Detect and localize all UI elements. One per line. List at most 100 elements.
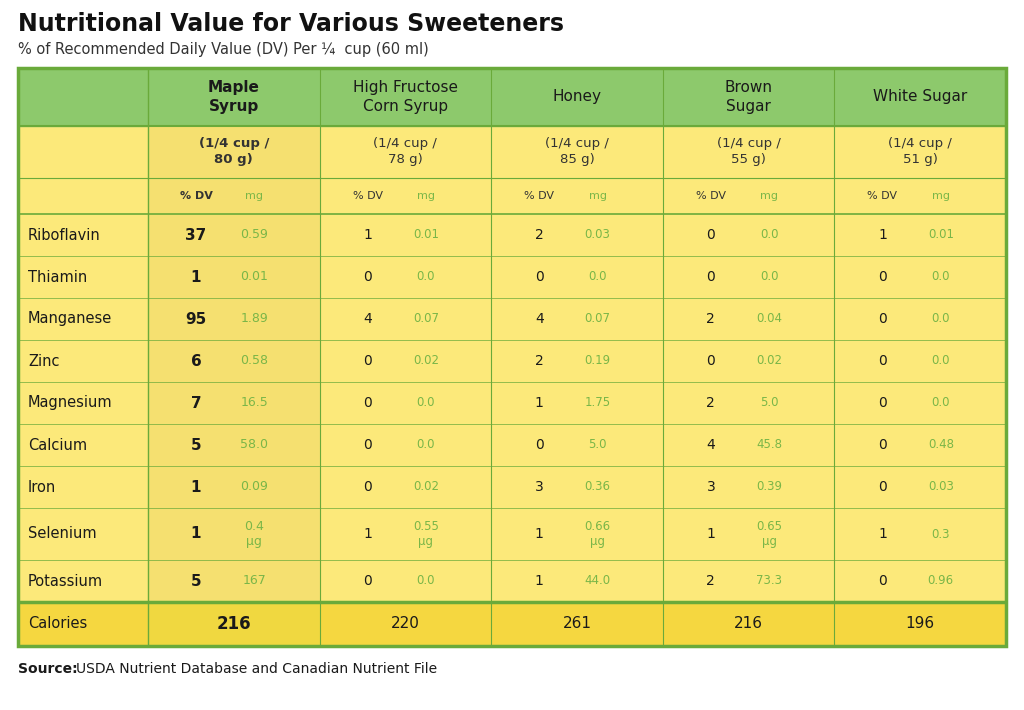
Text: 1: 1 xyxy=(535,527,544,541)
Text: 0.0: 0.0 xyxy=(932,312,950,325)
Bar xyxy=(18,68,1006,646)
Text: 0: 0 xyxy=(364,396,372,410)
Text: 0: 0 xyxy=(878,574,887,588)
Text: 1: 1 xyxy=(535,396,544,410)
Text: 0: 0 xyxy=(364,480,372,494)
Text: 0.01: 0.01 xyxy=(413,229,439,241)
Text: 0.01: 0.01 xyxy=(241,271,268,283)
Text: 2: 2 xyxy=(707,574,715,588)
Text: 2: 2 xyxy=(707,396,715,410)
Text: 2: 2 xyxy=(535,228,544,242)
Text: 0: 0 xyxy=(878,396,887,410)
Text: 0: 0 xyxy=(878,270,887,284)
Text: Thiamin: Thiamin xyxy=(28,270,87,285)
Text: (1/4 cup /
55 g): (1/4 cup / 55 g) xyxy=(717,138,780,167)
Text: Maple
Syrup: Maple Syrup xyxy=(208,80,260,114)
Text: 3: 3 xyxy=(535,480,544,494)
Text: 0.0: 0.0 xyxy=(932,271,950,283)
Text: 0: 0 xyxy=(364,354,372,368)
Text: mg: mg xyxy=(589,191,606,201)
Text: 0.0: 0.0 xyxy=(417,439,435,452)
Text: 0.66
μg: 0.66 μg xyxy=(585,520,610,547)
Text: 0: 0 xyxy=(364,574,372,588)
Text: 0: 0 xyxy=(364,438,372,452)
Text: 0.19: 0.19 xyxy=(585,354,610,368)
Text: 0.0: 0.0 xyxy=(417,396,435,410)
Text: 5: 5 xyxy=(190,574,202,589)
Text: 6: 6 xyxy=(190,354,202,368)
Text: 16.5: 16.5 xyxy=(241,396,268,410)
Text: 2: 2 xyxy=(707,312,715,326)
Text: 0.58: 0.58 xyxy=(241,354,268,368)
Text: Riboflavin: Riboflavin xyxy=(28,227,100,243)
Text: 0.02: 0.02 xyxy=(413,354,439,368)
Text: 1: 1 xyxy=(535,574,544,588)
Text: 5: 5 xyxy=(190,437,202,452)
Text: Iron: Iron xyxy=(28,479,56,494)
Text: Selenium: Selenium xyxy=(28,527,96,542)
Text: 4: 4 xyxy=(364,312,372,326)
Text: 5.0: 5.0 xyxy=(589,439,607,452)
Text: % DV: % DV xyxy=(867,191,897,201)
Text: 0.0: 0.0 xyxy=(932,396,950,410)
Text: 0: 0 xyxy=(707,354,715,368)
Text: 0: 0 xyxy=(878,312,887,326)
Text: 0.03: 0.03 xyxy=(928,481,953,493)
Text: 73.3: 73.3 xyxy=(756,574,782,587)
Text: Zinc: Zinc xyxy=(28,354,59,368)
Text: 0.3: 0.3 xyxy=(932,528,950,540)
Text: 261: 261 xyxy=(562,616,592,631)
Text: 0: 0 xyxy=(535,270,544,284)
Text: 0.0: 0.0 xyxy=(760,229,778,241)
Text: 1: 1 xyxy=(878,527,887,541)
Text: 0: 0 xyxy=(878,480,887,494)
Text: 4: 4 xyxy=(535,312,544,326)
Text: Honey: Honey xyxy=(553,89,601,104)
Text: 0.0: 0.0 xyxy=(417,271,435,283)
Text: 0.0: 0.0 xyxy=(589,271,607,283)
Text: High Fructose
Corn Syrup: High Fructose Corn Syrup xyxy=(353,80,458,114)
Text: 0: 0 xyxy=(535,438,544,452)
Text: 196: 196 xyxy=(905,616,935,631)
Text: mg: mg xyxy=(417,191,435,201)
Text: 58.0: 58.0 xyxy=(241,439,268,452)
Text: Nutritional Value for Various Sweeteners: Nutritional Value for Various Sweeteners xyxy=(18,12,564,36)
Text: Calcium: Calcium xyxy=(28,437,87,452)
Text: 0.09: 0.09 xyxy=(241,481,268,493)
Text: (1/4 cup /
51 g): (1/4 cup / 51 g) xyxy=(888,138,952,167)
Text: Calories: Calories xyxy=(28,616,87,631)
Text: 5.0: 5.0 xyxy=(760,396,778,410)
Text: % DV: % DV xyxy=(352,191,383,201)
Text: mg: mg xyxy=(246,191,263,201)
Text: 0.07: 0.07 xyxy=(585,312,610,325)
Text: Potassium: Potassium xyxy=(28,574,103,589)
Bar xyxy=(18,68,1006,126)
Text: Brown
Sugar: Brown Sugar xyxy=(725,80,772,114)
Text: % DV: % DV xyxy=(179,191,213,201)
Text: 1.89: 1.89 xyxy=(241,312,268,325)
Text: 0.0: 0.0 xyxy=(760,271,778,283)
Text: 3: 3 xyxy=(707,480,715,494)
Text: Source:: Source: xyxy=(18,662,78,676)
Text: 1: 1 xyxy=(364,527,372,541)
Text: mg: mg xyxy=(932,191,950,201)
Text: Magnesium: Magnesium xyxy=(28,395,113,410)
Text: 0.39: 0.39 xyxy=(756,481,782,493)
Text: 216: 216 xyxy=(734,616,763,631)
Text: 0.48: 0.48 xyxy=(928,439,953,452)
Text: 95: 95 xyxy=(185,312,207,327)
Text: USDA Nutrient Database and Canadian Nutrient File: USDA Nutrient Database and Canadian Nutr… xyxy=(76,662,437,676)
Text: 1: 1 xyxy=(190,479,202,494)
Text: 0.65
μg: 0.65 μg xyxy=(756,520,782,547)
Text: (1/4 cup /
78 g): (1/4 cup / 78 g) xyxy=(374,138,437,167)
Text: (1/4 cup /
85 g): (1/4 cup / 85 g) xyxy=(545,138,609,167)
Text: 216: 216 xyxy=(216,615,251,633)
Text: 0: 0 xyxy=(707,270,715,284)
Text: 0: 0 xyxy=(878,438,887,452)
Text: 167: 167 xyxy=(243,574,266,587)
Text: mg: mg xyxy=(760,191,778,201)
Text: 1: 1 xyxy=(190,527,202,542)
Text: 0.04: 0.04 xyxy=(756,312,782,325)
Text: 0: 0 xyxy=(878,354,887,368)
Text: % of Recommended Daily Value (DV) Per ¼  cup (60 ml): % of Recommended Daily Value (DV) Per ¼ … xyxy=(18,42,429,57)
